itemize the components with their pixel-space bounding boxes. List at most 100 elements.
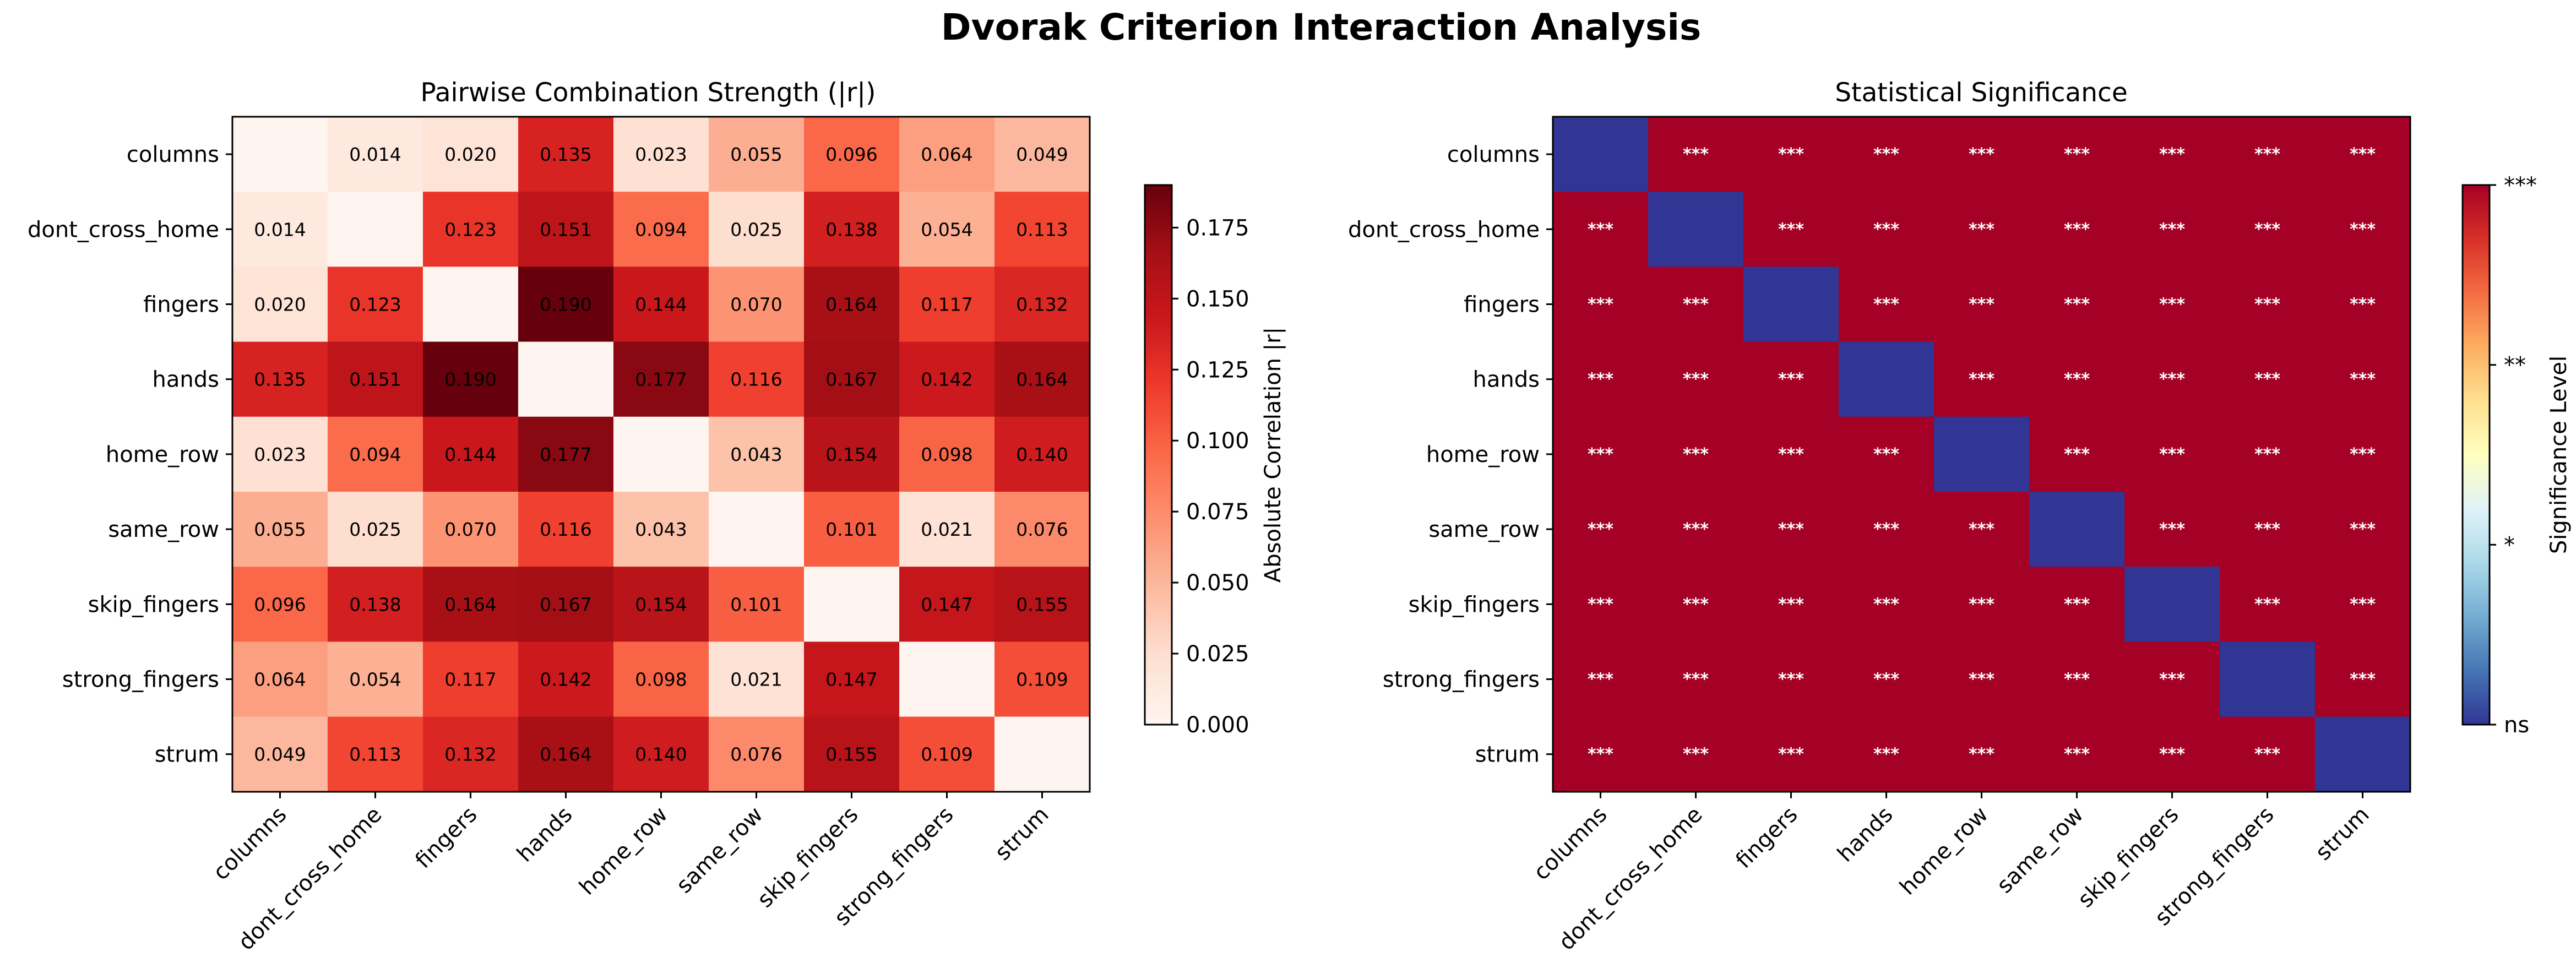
heatmap-cell — [709, 117, 805, 192]
significance-stars-label: *** — [1873, 670, 1899, 689]
cell-value-label: 0.144 — [444, 444, 496, 465]
significance-cell — [2029, 641, 2125, 717]
significance-stars-label: *** — [2254, 370, 2280, 389]
cell-value-label: 0.094 — [349, 444, 401, 465]
cell-value-label: 0.055 — [730, 144, 782, 165]
heatmap-cell — [518, 266, 614, 342]
significance-stars-label: *** — [1683, 670, 1709, 689]
significance-cell — [2124, 192, 2220, 267]
significance-cell — [1648, 266, 1744, 342]
cell-value-label: 0.164 — [540, 744, 591, 765]
heatmap-cell — [899, 416, 995, 492]
cell-value-label: 0.020 — [444, 144, 496, 165]
significance-stars-label: *** — [2350, 145, 2376, 164]
significance-cell — [1839, 117, 1934, 192]
colorbar-tick-label: ** — [2504, 353, 2526, 378]
significance-stars-label: *** — [2350, 520, 2376, 539]
cell-value-label: 0.138 — [825, 219, 877, 240]
heatmap-cell — [423, 716, 519, 792]
heatmap-cell — [709, 492, 805, 567]
colorbar-tick-label: 0.025 — [1186, 641, 1249, 667]
colorbar-tick-label: 0.050 — [1186, 570, 1249, 596]
cell-value-label: 0.147 — [825, 669, 877, 690]
heatmap-cell — [518, 192, 614, 267]
significance-cell — [2315, 567, 2411, 642]
significance-cell — [2220, 416, 2316, 492]
significance-cell — [2124, 341, 2220, 417]
cell-value-label: 0.021 — [730, 669, 782, 690]
column-tick-label: home_row — [1895, 802, 1993, 900]
correlation-cells — [232, 117, 1090, 792]
heatmap-cell — [232, 117, 328, 192]
significance-stars-label: *** — [1588, 295, 1613, 314]
significance-stars-label: *** — [1683, 520, 1709, 539]
correlation-colorbar-ticks: 0.000 0.025 0.050 0.075 0.100 0.125 0.150 0.175 — [1172, 215, 1249, 738]
significance-stars-label: *** — [1778, 520, 1804, 539]
cell-value-label: 0.094 — [635, 219, 687, 240]
significance-stars-label: *** — [2254, 520, 2280, 539]
heatmap-cell — [328, 716, 423, 792]
significance-stars-label: *** — [1778, 370, 1804, 389]
significance-stars-label: *** — [2064, 595, 2090, 614]
heatmap-cell — [804, 716, 900, 792]
heatmap-cell — [899, 492, 995, 567]
significance-stars-label: *** — [1588, 670, 1613, 689]
cell-value-label: 0.064 — [921, 144, 972, 165]
significance-cell — [2029, 716, 2125, 792]
significance-cell — [1648, 641, 1744, 717]
significance-stars-label: *** — [1683, 595, 1709, 614]
cell-value-label: 0.147 — [921, 594, 972, 615]
significance-cell — [1648, 117, 1744, 192]
significance-stars-label: *** — [1778, 220, 1804, 239]
row-tick-label: dont_cross_home — [1348, 217, 1540, 242]
significance-stars-label: *** — [2159, 145, 2185, 164]
significance-stars-label: *** — [1588, 595, 1613, 614]
heatmap-cell — [328, 492, 423, 567]
heatmap-cell — [232, 341, 328, 417]
row-tick-label: skip_fingers — [1409, 592, 1540, 617]
significance-cell — [1839, 567, 1934, 642]
cell-value-label: 0.142 — [540, 669, 591, 690]
significance-cell — [2124, 117, 2220, 192]
significance-cell — [2220, 716, 2316, 792]
heatmap-cell — [613, 117, 709, 192]
heatmap-cell — [232, 492, 328, 567]
heatmap-cell — [423, 341, 519, 417]
significance-cell — [1743, 416, 1839, 492]
row-tick-label: strum — [155, 742, 219, 768]
correlation-value-labels: 0.014 0.020 0.135 0.023 0.055 0.096 0.064 0.049… — [254, 144, 1068, 765]
significance-cell — [1553, 492, 1649, 567]
significance-cell — [2029, 266, 2125, 342]
column-tick-label: strum — [990, 802, 1053, 865]
significance-stars-label: *** — [2159, 220, 2185, 239]
significance-cell — [1553, 567, 1649, 642]
significance-panel-title: Statistical Significance — [1835, 78, 2128, 108]
cell-value-label: 0.117 — [921, 294, 972, 316]
heatmap-cell — [804, 117, 900, 192]
significance-cell — [1553, 266, 1649, 342]
cell-value-label: 0.155 — [825, 744, 877, 765]
cell-value-label: 0.113 — [349, 744, 401, 765]
heatmap-cell — [613, 716, 709, 792]
significance-stars-label: *** — [1873, 445, 1899, 464]
significance-stars-label: *** — [2064, 745, 2090, 764]
row-tick-label: same_row — [108, 517, 219, 542]
cell-value-label: 0.132 — [1016, 294, 1068, 316]
heatmap-cell — [994, 117, 1090, 192]
significance-stars-label: *** — [2254, 445, 2280, 464]
heatmap-cell — [994, 266, 1090, 342]
significance-stars-label: *** — [1778, 745, 1804, 764]
cell-value-label: 0.109 — [1016, 669, 1068, 690]
cell-value-label: 0.167 — [825, 369, 877, 390]
cell-value-label: 0.164 — [1016, 369, 1068, 390]
significance-stars-label: *** — [1778, 670, 1804, 689]
cell-value-label: 0.054 — [921, 219, 972, 240]
significance-cell — [2315, 117, 2411, 192]
heatmap-cell — [994, 716, 1090, 792]
cell-value-label: 0.135 — [540, 144, 591, 165]
significance-stars-label: *** — [1969, 295, 1995, 314]
significance-cell — [1839, 641, 1934, 717]
significance-stars-label: *** — [2350, 670, 2376, 689]
cell-value-label: 0.135 — [254, 369, 306, 390]
cell-value-label: 0.014 — [349, 144, 401, 165]
